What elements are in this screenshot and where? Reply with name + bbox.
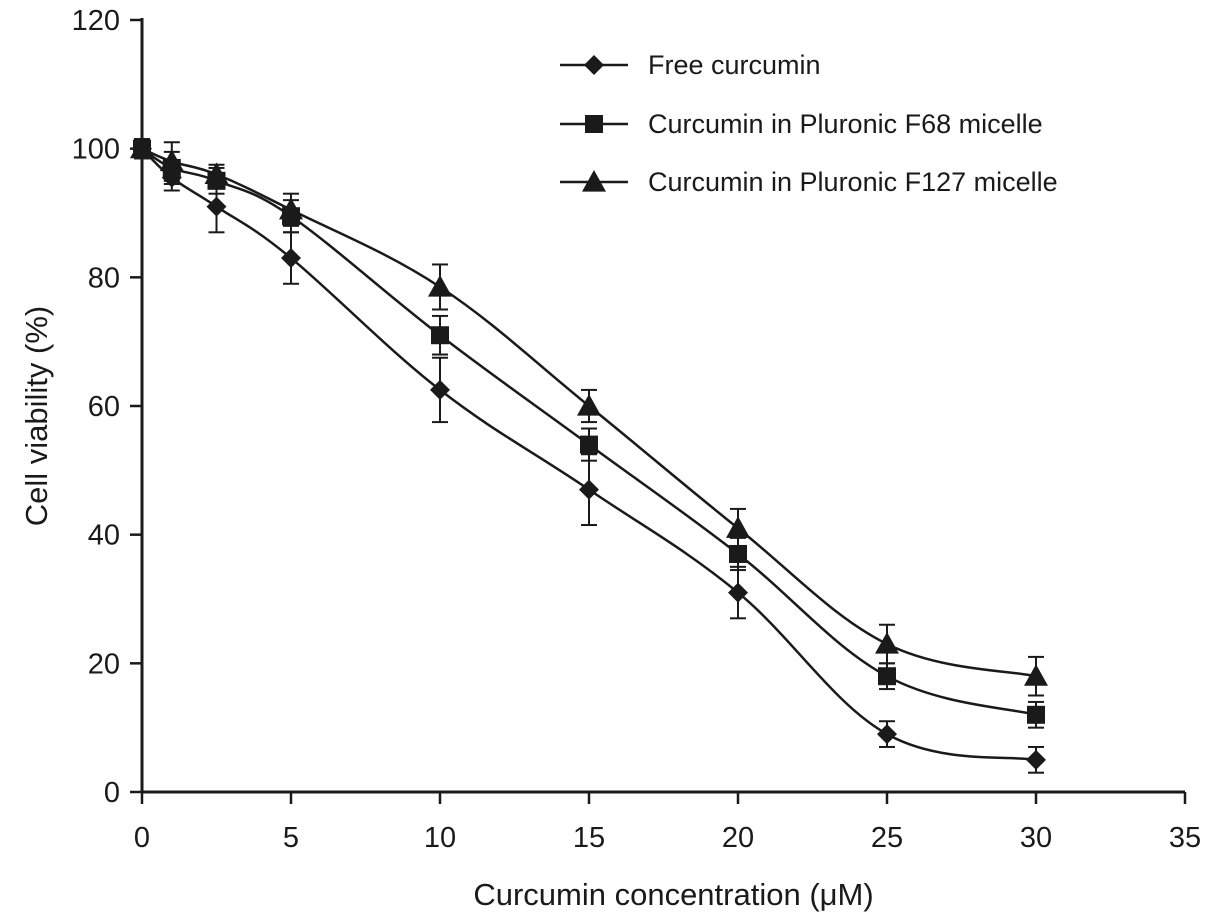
- x-tick-label: 30: [1020, 822, 1052, 854]
- data-point-square: [729, 544, 747, 563]
- data-point-diamond: [579, 479, 599, 500]
- data-point-diamond: [877, 724, 897, 745]
- x-tick-label: 10: [424, 822, 456, 854]
- legend-marker-diamond: [584, 55, 604, 75]
- data-point-triangle: [726, 516, 750, 538]
- data-point-diamond: [430, 379, 450, 400]
- legend-label: Curcumin in Pluronic F127 micelle: [648, 167, 1058, 197]
- x-tick-label: 0: [134, 822, 150, 854]
- legend-marker-triangle: [582, 170, 606, 192]
- y-tick-label: 100: [72, 134, 120, 166]
- data-point-square: [431, 326, 449, 345]
- x-tick-label: 20: [722, 822, 754, 854]
- x-tick-label: 25: [871, 822, 903, 854]
- data-point-triangle: [875, 632, 899, 654]
- data-point-triangle: [428, 274, 452, 297]
- y-tick-label: 20: [88, 648, 120, 680]
- legend-marker-square: [585, 115, 603, 133]
- data-point-triangle: [279, 197, 303, 220]
- data-point-square: [580, 435, 598, 454]
- y-tick-label: 80: [88, 262, 120, 294]
- x-axis-label: Curcumin concentration (μM): [473, 877, 873, 912]
- y-tick-label: 120: [72, 5, 120, 37]
- data-point-square: [1027, 705, 1045, 724]
- y-tick-label: 40: [88, 520, 120, 552]
- data-point-diamond: [281, 248, 301, 269]
- x-tick-label: 5: [283, 822, 299, 854]
- x-tick-label: 15: [573, 822, 605, 854]
- legend-label: Free curcumin: [648, 50, 821, 80]
- data-point-triangle: [577, 394, 601, 416]
- data-point-diamond: [206, 196, 227, 217]
- data-point-diamond: [728, 582, 748, 603]
- legend-label: Curcumin in Pluronic F68 micelle: [648, 109, 1043, 139]
- y-tick-label: 60: [88, 391, 120, 423]
- data-point-triangle: [130, 136, 154, 159]
- x-tick-label: 35: [1169, 822, 1201, 854]
- y-axis-label: Cell viability (%): [19, 306, 54, 526]
- data-point-square: [878, 667, 896, 686]
- data-point-triangle: [204, 162, 229, 184]
- y-tick-label: 0: [104, 777, 120, 809]
- data-point-diamond: [1026, 749, 1046, 770]
- data-point-triangle: [1024, 664, 1048, 686]
- data-point-triangle: [159, 149, 184, 172]
